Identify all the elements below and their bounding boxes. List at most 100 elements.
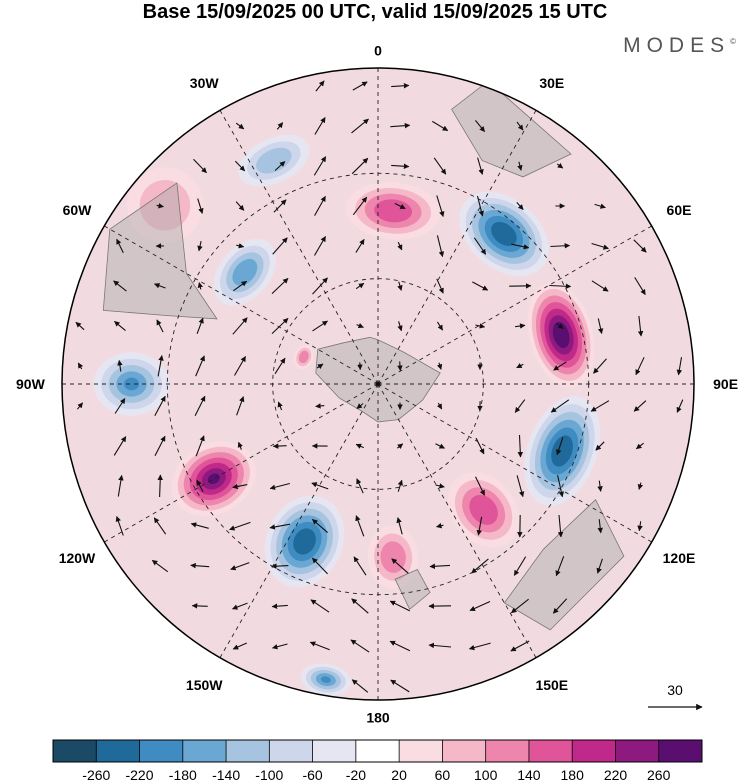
wind-vector <box>271 278 289 294</box>
anomaly-contour <box>207 473 220 485</box>
wind-vector <box>557 514 564 538</box>
anomaly-contour <box>264 154 283 168</box>
wind-vector <box>394 202 406 210</box>
colorbar-label: 100 <box>474 767 498 783</box>
wind-vector <box>235 201 245 211</box>
wind-vector <box>273 199 287 213</box>
wind-vector <box>232 317 248 335</box>
wind-vector <box>272 443 287 449</box>
wind-vector <box>157 474 163 498</box>
wind-vector <box>556 437 564 456</box>
wind-vector <box>355 443 365 449</box>
wind-vector <box>597 480 603 492</box>
wind-vector <box>514 399 526 413</box>
wind-vector <box>594 203 606 209</box>
wind-vector <box>312 277 328 295</box>
latitude-circle <box>272 278 484 490</box>
lon-label-150w: 150W <box>186 677 223 693</box>
wind-vector <box>75 321 85 331</box>
wind-vector <box>593 358 607 374</box>
wind-vector <box>391 82 410 89</box>
wind-vector <box>557 475 564 498</box>
wind-vector <box>191 603 208 609</box>
wind-vector <box>428 642 452 649</box>
wind-vector <box>193 158 207 174</box>
wind-vector <box>550 243 571 249</box>
wind-vector <box>397 479 403 492</box>
wind-vector <box>555 556 565 577</box>
wind-vector <box>511 243 530 250</box>
south-pole-marker <box>375 381 381 387</box>
land-layer <box>102 80 625 631</box>
wind-vector <box>637 315 644 337</box>
colorbar-segment <box>355 740 400 762</box>
wind-vector <box>156 319 164 333</box>
wind-vector <box>549 283 572 290</box>
wind-vector <box>676 399 684 413</box>
colorbar-label: -220 <box>125 767 153 783</box>
wind-vector <box>552 598 568 614</box>
wind-vector <box>633 239 647 253</box>
wind-vector <box>517 161 523 171</box>
wind-vector <box>197 198 204 214</box>
anomaly-contour <box>152 192 178 218</box>
lon-label-60e: 60E <box>667 202 692 218</box>
wind-vector <box>397 361 403 372</box>
wind-vector <box>351 118 369 134</box>
wind-vector <box>476 516 483 536</box>
wind-vector <box>436 278 444 294</box>
anomaly-layer <box>93 134 601 696</box>
colorbar-label: 180 <box>561 767 585 783</box>
land-antarctica <box>315 336 441 423</box>
wind-vector <box>473 237 487 255</box>
wind-vector <box>356 478 364 494</box>
colorbar-segment <box>399 740 443 762</box>
wind-vector <box>474 120 486 133</box>
latitude-circle <box>166 172 590 596</box>
colorbar-segment <box>226 740 270 762</box>
wind-vector <box>355 238 365 253</box>
lon-label-150e: 150E <box>535 677 568 693</box>
reference-vector-label: 30 <box>667 682 683 698</box>
wind-vector <box>513 556 527 576</box>
colorbar-segment <box>182 740 227 762</box>
wind-vector <box>195 355 205 377</box>
colorbar-label: 20 <box>391 767 407 783</box>
colorbar-segment <box>442 740 486 762</box>
wind-vector <box>436 321 444 331</box>
wind-vector <box>433 157 447 175</box>
anomaly-contour <box>301 353 307 361</box>
anomaly-far-south-blue <box>300 663 351 696</box>
wind-vector <box>229 521 251 531</box>
wind-vector <box>310 599 330 613</box>
anomaly-contour <box>238 265 252 279</box>
lon-label-120w: 120W <box>59 550 96 566</box>
wind-vector <box>517 434 524 458</box>
wind-vector <box>635 442 644 450</box>
wind-vector <box>436 402 443 410</box>
wind-vector <box>237 441 243 450</box>
colorbar-frame <box>52 739 703 763</box>
wind-vector <box>156 203 164 209</box>
wind-vector <box>436 522 444 529</box>
wind-vector <box>475 437 485 455</box>
wind-vector <box>236 243 245 249</box>
colorbar-segment <box>615 740 659 762</box>
reference-vector: 30 <box>648 682 703 711</box>
wind-vector <box>353 556 367 576</box>
wind-vector <box>435 443 445 449</box>
wind-vector <box>355 282 365 290</box>
wind-vector <box>272 237 288 255</box>
wind-vector <box>233 280 248 292</box>
wind-vector <box>113 436 127 456</box>
longitude-labels: 0 30E 60E 90E 120E 150E 180 150W 120W 90W 60W 30W <box>16 43 738 726</box>
anomaly-west-blue <box>93 352 170 416</box>
lon-label-120e: 120E <box>663 550 696 566</box>
wind-vector <box>230 562 250 571</box>
wind-vector <box>274 161 286 171</box>
lon-label-90e: 90E <box>713 376 738 392</box>
wind-vector <box>315 80 325 92</box>
wind-vector <box>274 357 286 375</box>
wind-vector <box>231 602 248 610</box>
wind-vector <box>597 519 603 534</box>
